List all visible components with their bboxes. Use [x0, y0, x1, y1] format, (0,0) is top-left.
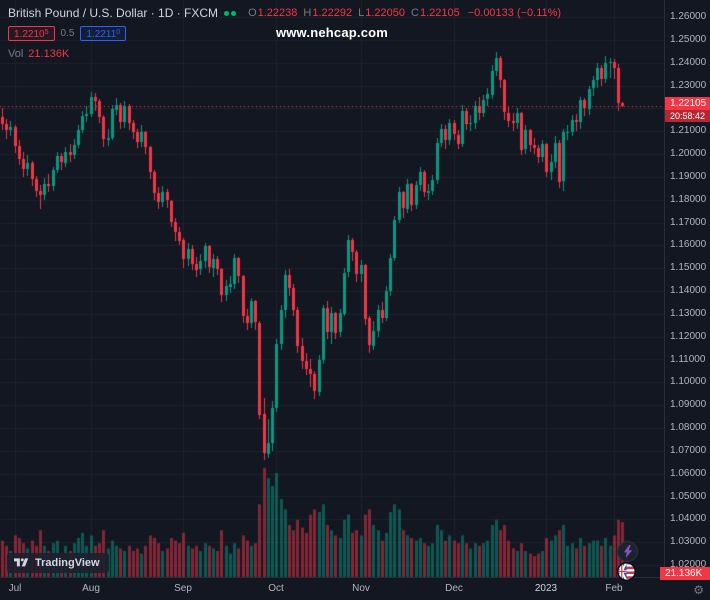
open-value: 1.22238 [257, 7, 298, 19]
low-value: 1.22050 [365, 7, 405, 19]
close-value: 1.22105 [419, 7, 460, 19]
price-tick-label: 1.08000 [670, 422, 707, 433]
price-tick-label: 1.03000 [670, 536, 707, 548]
price-tick-label: 1.20000 [670, 148, 707, 159]
close-label: C [411, 7, 419, 19]
volume-axis-tag: 21.136K [660, 567, 710, 580]
time-tick-label: 2023 [534, 583, 558, 594]
volume-label: Vol [8, 48, 24, 60]
open-label: O [248, 7, 257, 19]
time-tick-label: Oct [268, 583, 284, 594]
price-tick-label: 1.13000 [670, 307, 707, 319]
price-tick-label: 1.07000 [670, 444, 707, 456]
gbpusd-flags-icon [617, 562, 636, 581]
price-tick-label: 1.16000 [670, 239, 707, 251]
ohlc-values: O 1.22238 H 1.22292 L 1.22050 C 1.22105 −0.0… [242, 7, 561, 19]
price-tick-label: 1.24000 [670, 56, 707, 68]
volume-value: 21.136K [28, 48, 70, 60]
ask-price-fraction: 0 [116, 29, 121, 36]
volume-indicator-legend[interactable]: Vol 21.136K [8, 48, 561, 60]
market-status-icon[interactable] [224, 10, 237, 16]
price-tick-label: 1.11000 [670, 353, 706, 365]
high-label: H [303, 7, 312, 19]
tradingview-logo-icon [14, 558, 29, 567]
bar-countdown: 20:58:42 [665, 109, 710, 122]
symbol-title[interactable]: British Pound / U.S. Dollar · 1D · FXCM [8, 6, 219, 20]
watermark: www.nehcap.com [275, 25, 389, 40]
buy-button[interactable]: 1.2211 0 [80, 26, 127, 41]
price-tick-label: 1.02000 [670, 559, 707, 570]
price-tick-label: 1.19000 [670, 170, 707, 182]
price-tick-label: 1.14000 [670, 285, 707, 296]
price-tick-label: 1.17000 [670, 216, 707, 228]
lightning-icon [623, 545, 632, 558]
settings-gear-icon[interactable]: ⚙ [693, 583, 704, 597]
time-tick-label: Nov [352, 583, 370, 594]
price-tick-label: 1.26000 [670, 11, 707, 22]
tradingview-label: TradingView [35, 557, 100, 569]
time-tick-label: Jul [8, 583, 22, 594]
time-tick-label: Feb [605, 583, 623, 594]
time-tick-label: Dec [445, 583, 463, 594]
price-tick-label: 1.04000 [670, 513, 707, 525]
spread-value: 0.5 [60, 28, 75, 39]
lightning-button[interactable] [617, 541, 638, 562]
instrument-flags-button[interactable] [617, 562, 636, 581]
last-price-value: 1.22105 [670, 97, 707, 109]
tradingview-logo-badge[interactable]: TradingView [7, 553, 109, 573]
time-tick-label: Aug [82, 583, 100, 594]
high-value: 1.22292 [312, 7, 353, 19]
last-price-tag: 1.22105 20:58:42 [665, 96, 710, 122]
price-tick-label: 1.15000 [670, 262, 707, 274]
price-tick-label: 1.09000 [670, 399, 707, 411]
ask-price: 1.2211 [86, 29, 117, 40]
price-tick-label: 1.25000 [670, 33, 707, 45]
price-tick-label: 1.05000 [670, 490, 707, 502]
price-tick-label: 1.10000 [670, 376, 707, 388]
price-tick-label: 1.21000 [670, 125, 707, 137]
low-label: L [358, 7, 365, 19]
symbol-legend: British Pound / U.S. Dollar · 1D · FXCM … [8, 5, 561, 60]
price-axis[interactable]: 1.260001.250001.240001.230001.220001.210… [664, 0, 710, 578]
bid-price-fraction: 5 [44, 29, 49, 36]
price-tick-label: 1.12000 [670, 330, 707, 342]
time-tick-label: Sep [174, 583, 192, 594]
sell-button[interactable]: 1.2210 5 [8, 26, 55, 41]
change-value: −0.00133 (−0.11%) [467, 7, 562, 19]
price-tick-label: 1.23000 [670, 79, 707, 91]
price-tick-label: 1.06000 [670, 467, 707, 479]
bid-price: 1.2210 [14, 29, 45, 40]
time-axis[interactable]: Jul Aug Sep Oct Nov Dec 2023 Feb [0, 577, 710, 600]
price-tick-label: 1.18000 [670, 193, 707, 205]
